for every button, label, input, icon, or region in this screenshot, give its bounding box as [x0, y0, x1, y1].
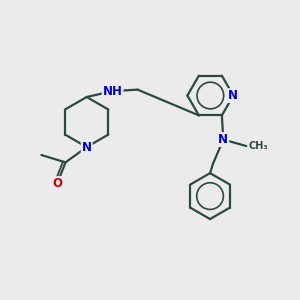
- Text: O: O: [52, 177, 62, 190]
- Text: N: N: [228, 89, 238, 102]
- Text: N: N: [218, 133, 228, 146]
- Text: CH₃: CH₃: [249, 141, 268, 151]
- Text: NH: NH: [103, 85, 122, 98]
- Text: N: N: [82, 141, 92, 154]
